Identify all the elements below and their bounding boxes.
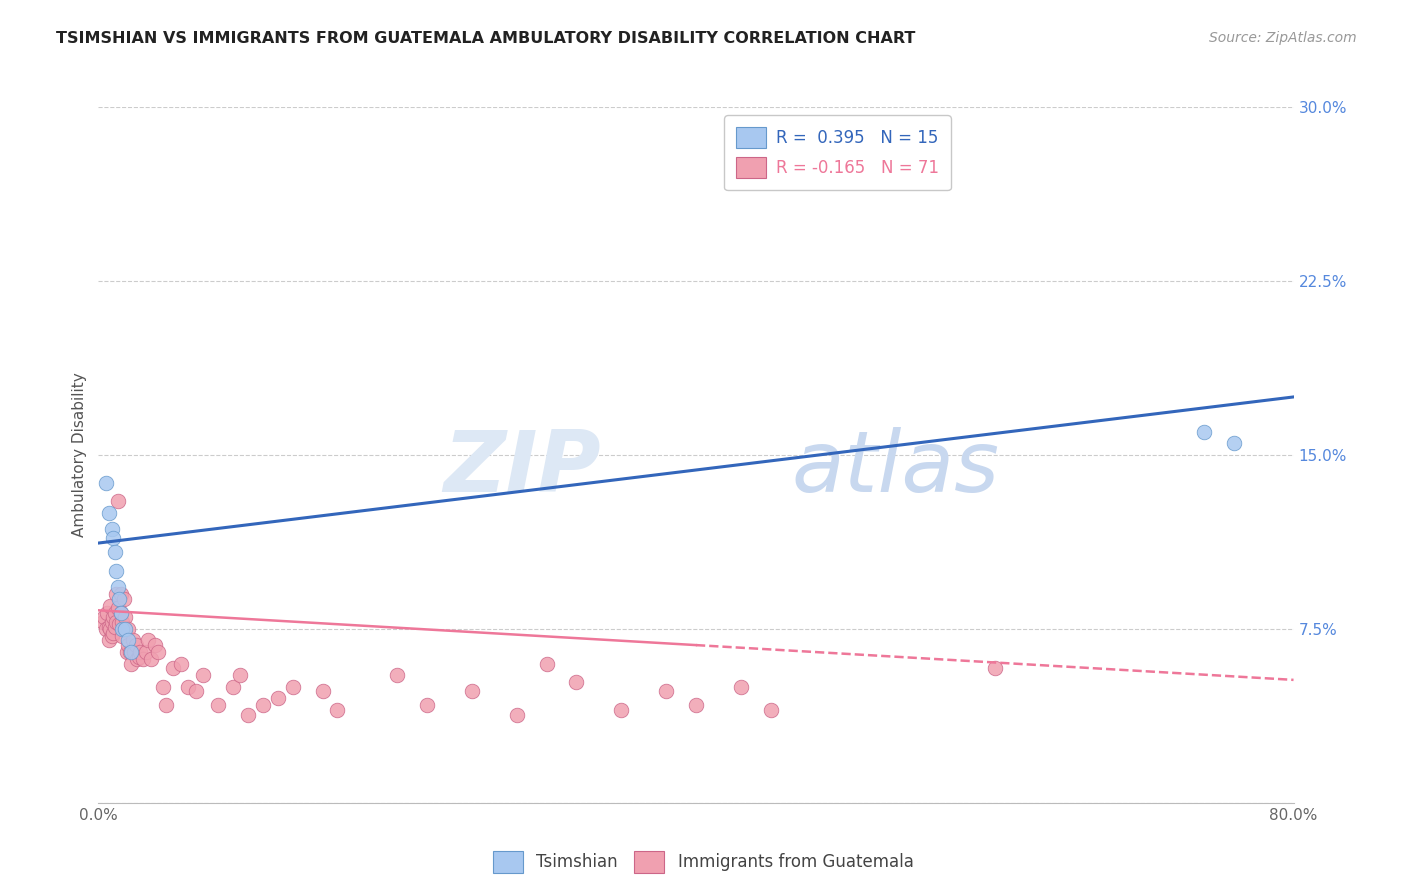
Point (229, 668, 252, 682)
Point (759, 703, 782, 717)
Point (96, 606, 118, 620)
Point (115, 645, 138, 659)
Point (103, 610, 125, 624)
Point (184, 684, 207, 698)
Text: Source: ZipAtlas.com: Source: ZipAtlas.com (1209, 31, 1357, 45)
Y-axis label: Ambulatory Disability: Ambulatory Disability (72, 373, 87, 537)
Legend: R =  0.395   N = 15, R = -0.165   N = 71: R = 0.395 N = 15, R = -0.165 N = 71 (724, 115, 950, 190)
Point (101, 629, 124, 643)
Point (385, 668, 409, 682)
Point (610, 703, 633, 717)
Point (117, 633, 139, 648)
Point (105, 587, 128, 601)
Point (112, 622, 135, 636)
Point (108, 591, 131, 606)
Point (536, 657, 558, 671)
Point (125, 638, 148, 652)
Point (121, 633, 143, 648)
Point (114, 610, 136, 624)
Point (236, 707, 259, 722)
Point (222, 680, 245, 694)
Point (730, 680, 752, 694)
Point (129, 645, 152, 659)
Text: atlas: atlas (792, 427, 1000, 510)
Point (101, 615, 124, 629)
Legend: Tsimshian, Immigrants from Guatemala: Tsimshian, Immigrants from Guatemala (486, 845, 920, 880)
Point (94, 475, 117, 490)
Point (124, 645, 146, 659)
Point (97, 619, 120, 633)
Point (252, 698, 274, 713)
Point (91, 615, 114, 629)
Point (107, 601, 129, 615)
Point (105, 564, 128, 578)
Point (506, 707, 529, 722)
Point (108, 617, 131, 632)
Point (111, 622, 134, 636)
Point (191, 668, 214, 682)
Point (685, 698, 707, 713)
Text: TSIMSHIAN VS IMMIGRANTS FROM GUATEMALA AMBULATORY DISABILITY CORRELATION CHART: TSIMSHIAN VS IMMIGRANTS FROM GUATEMALA A… (56, 31, 915, 46)
Point (128, 649, 150, 664)
Point (162, 661, 184, 675)
Point (148, 645, 170, 659)
Point (1192, 425, 1215, 439)
Point (104, 545, 127, 559)
Point (97, 633, 120, 648)
Point (110, 606, 132, 620)
Point (100, 622, 122, 636)
Point (112, 591, 135, 606)
Point (127, 652, 149, 666)
Point (105, 615, 128, 629)
Point (177, 680, 200, 694)
Point (132, 652, 155, 666)
Point (114, 622, 136, 636)
Point (152, 680, 174, 694)
Point (94, 622, 117, 636)
Point (207, 698, 229, 713)
Point (326, 703, 349, 717)
Point (416, 698, 439, 713)
Point (101, 522, 124, 536)
Point (93, 610, 115, 624)
Point (97, 506, 120, 520)
Point (120, 645, 142, 659)
Point (111, 615, 134, 629)
Point (461, 684, 484, 698)
Text: ZIP: ZIP (443, 427, 600, 510)
Point (111, 629, 134, 643)
Point (100, 599, 122, 613)
Point (110, 587, 132, 601)
Point (118, 645, 141, 659)
Point (311, 684, 333, 698)
Point (984, 661, 1007, 675)
Point (267, 691, 290, 706)
Point (143, 638, 166, 652)
Point (281, 680, 304, 694)
Point (120, 657, 142, 671)
Point (110, 606, 132, 620)
Point (136, 633, 159, 648)
Point (655, 684, 678, 698)
Point (565, 675, 588, 690)
Point (103, 626, 125, 640)
Point (107, 494, 129, 508)
Point (139, 652, 162, 666)
Point (117, 638, 139, 652)
Point (104, 606, 127, 620)
Point (103, 532, 125, 546)
Point (1223, 436, 1246, 450)
Point (135, 645, 157, 659)
Point (169, 657, 191, 671)
Point (117, 622, 139, 636)
Point (155, 698, 177, 713)
Point (104, 619, 127, 633)
Point (107, 580, 129, 594)
